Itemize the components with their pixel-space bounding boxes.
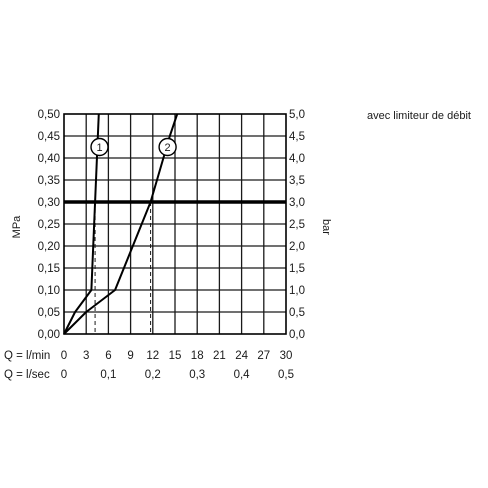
x-tick-label-lsec: 0,5 [278, 369, 294, 381]
x-tick-label-lmin: 0 [61, 350, 67, 362]
x-tick-label-lmin: 18 [191, 350, 204, 362]
x-tick-label-lmin: 21 [213, 350, 226, 362]
x-tick-label-lsec: 0 [61, 369, 67, 381]
x-axis-label-lmin: Q = l/min [4, 350, 50, 362]
y-tick-label-left: 0,30 [38, 197, 60, 209]
x-tick-label-lmin: 27 [257, 350, 270, 362]
chart-caption: avec limiteur de débit [367, 110, 471, 122]
y-tick-label-right: 4,0 [289, 153, 305, 165]
y-tick-label-left: 0,15 [38, 263, 60, 275]
plot-frame [63, 113, 287, 335]
y-tick-label-left: 0,10 [38, 285, 60, 297]
y-tick-label-left: 0,40 [38, 153, 60, 165]
y-tick-label-right: 3,5 [289, 175, 305, 187]
y-tick-label-right: 5,0 [289, 109, 305, 121]
axis-labels: MPa bar Q = l/min Q = l/sec [4, 215, 332, 381]
x-tick-label-lsec: 0,2 [145, 369, 161, 381]
x-tick-label-lmin: 30 [280, 350, 293, 362]
y-tick-label-left: 0,50 [38, 109, 60, 121]
y-tick-label-right: 0,5 [289, 307, 305, 319]
x-tick-label-lmin: 6 [105, 350, 111, 362]
y-tick-label-right: 0,0 [289, 329, 305, 341]
series-1-marker-label: 1 [96, 142, 102, 154]
y-tick-label-left: 0,35 [38, 175, 60, 187]
y-axis-label-mpa: MPa [11, 215, 23, 239]
x-tick-label-lmin: 24 [235, 350, 248, 362]
y-tick-label-right: 4,5 [289, 131, 305, 143]
x-tick-label-lmin: 9 [127, 350, 133, 362]
y-tick-label-left: 0,20 [38, 241, 60, 253]
tick-labels: 0,000,050,100,150,200,250,300,350,400,45… [38, 109, 305, 381]
series-2-marker-label: 2 [165, 142, 171, 154]
grid [64, 114, 286, 334]
y-tick-label-right: 3,0 [289, 197, 305, 209]
y2-axis-label-bar: bar [320, 219, 332, 235]
x-tick-label-lmin: 15 [169, 350, 182, 362]
y-tick-label-right: 2,5 [289, 219, 305, 231]
x-tick-label-lmin: 3 [83, 350, 89, 362]
x-tick-label-lsec: 0,1 [100, 369, 116, 381]
series-2-marker-circle [158, 137, 177, 157]
x-tick-label-lsec: 0,3 [189, 369, 205, 381]
y-tick-label-left: 0,25 [38, 219, 60, 231]
plot-border [63, 113, 287, 335]
y-tick-label-left: 0,05 [38, 307, 60, 319]
x-tick-label-lmin: 12 [146, 350, 159, 362]
y-tick-label-left: 0,00 [38, 329, 60, 341]
series-1-line [63, 113, 100, 335]
series-1-marker-circle [90, 137, 109, 157]
y-tick-label-left: 0,45 [38, 131, 60, 143]
x-axis-label-lsec: Q = l/sec [4, 369, 50, 381]
y-tick-label-right: 1,0 [289, 285, 305, 297]
y-tick-label-right: 2,0 [289, 241, 305, 253]
series-2-line [63, 113, 179, 335]
y-tick-label-right: 1,5 [289, 263, 305, 275]
x-tick-label-lsec: 0,4 [234, 369, 251, 381]
